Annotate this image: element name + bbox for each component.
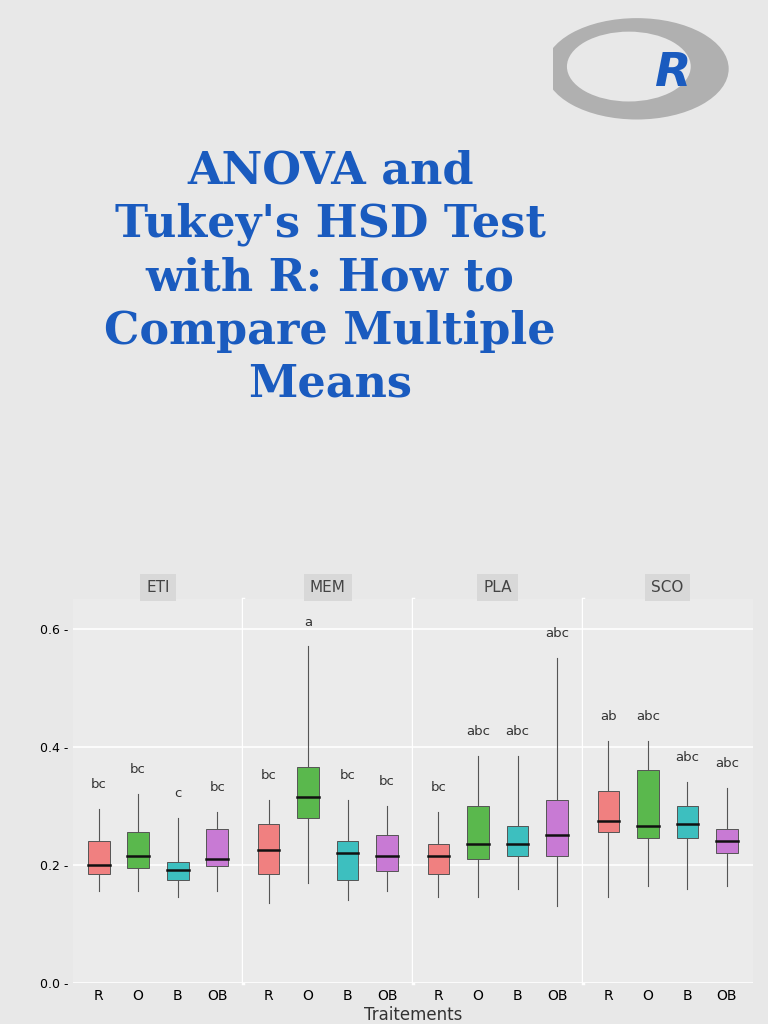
Title: PLA: PLA	[484, 580, 512, 595]
Title: MEM: MEM	[310, 580, 346, 595]
Bar	[428, 844, 449, 873]
Text: abc: abc	[636, 710, 660, 723]
Text: bc: bc	[379, 775, 395, 788]
Bar	[716, 829, 738, 853]
Text: ab: ab	[600, 710, 617, 723]
Text: abc: abc	[466, 725, 490, 738]
Ellipse shape	[567, 32, 690, 101]
Text: a: a	[304, 615, 312, 629]
Text: Traitements: Traitements	[363, 1006, 462, 1024]
Text: abc: abc	[505, 725, 529, 738]
Bar	[637, 770, 659, 839]
Text: ANOVA and
Tukey's HSD Test
with R: How to
Compare Multiple
Means: ANOVA and Tukey's HSD Test with R: How t…	[104, 150, 556, 406]
Text: R: R	[654, 51, 691, 96]
Text: bc: bc	[91, 778, 107, 792]
Text: c: c	[174, 786, 181, 800]
Bar	[127, 833, 149, 868]
Title: ETI: ETI	[146, 580, 170, 595]
Ellipse shape	[545, 18, 729, 120]
Bar	[546, 800, 568, 856]
Bar	[467, 806, 489, 859]
Text: bc: bc	[260, 769, 276, 782]
Text: abc: abc	[715, 758, 739, 770]
Text: abc: abc	[675, 752, 700, 765]
Text: bc: bc	[431, 781, 446, 794]
Bar	[507, 826, 528, 856]
Text: abc: abc	[545, 628, 569, 640]
Bar	[376, 836, 398, 870]
Bar	[677, 806, 698, 839]
Title: SCO: SCO	[651, 580, 684, 595]
Bar	[598, 792, 619, 833]
Bar	[207, 829, 228, 866]
Text: bc: bc	[131, 763, 146, 776]
Bar	[336, 842, 359, 880]
Bar	[297, 767, 319, 817]
Bar	[88, 842, 110, 873]
Bar	[258, 823, 280, 873]
Bar	[167, 862, 189, 880]
Text: bc: bc	[339, 769, 356, 782]
Text: bc: bc	[209, 781, 225, 794]
